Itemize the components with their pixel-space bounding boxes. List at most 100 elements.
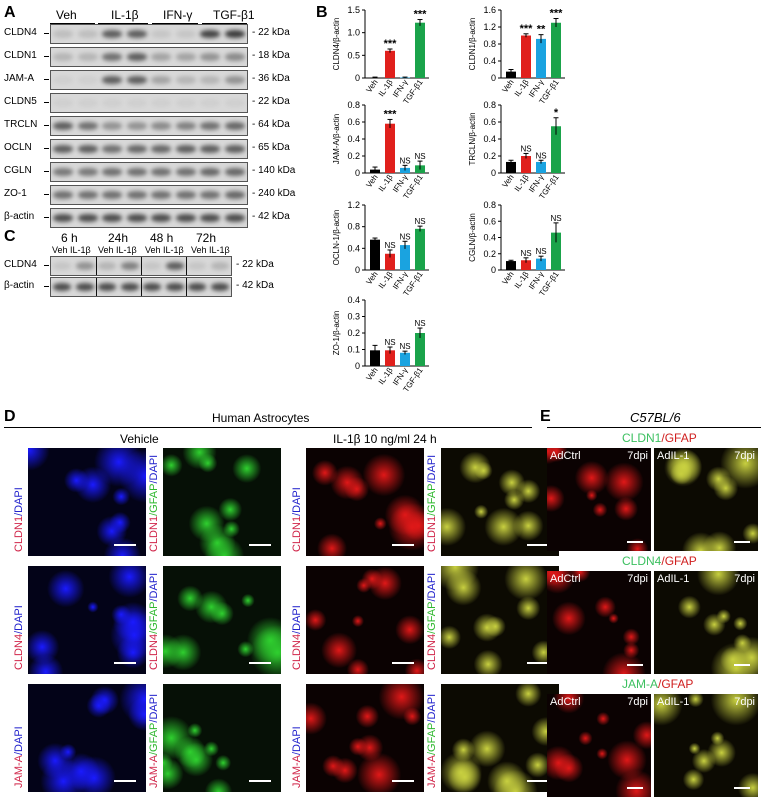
blot-kda: - 18 kDa: [252, 50, 290, 61]
panel-label-b: B: [316, 4, 328, 21]
channel-label-part: CLDN1: [148, 515, 160, 552]
micrograph-panel: [163, 566, 281, 674]
bar: [506, 71, 516, 78]
y-axis-label: ZO-1/β-actin: [332, 311, 341, 356]
scale-bar: [734, 541, 750, 543]
blot-row-label: ZO-1: [4, 188, 27, 199]
blot-label-tick: [44, 265, 49, 266]
y-tick-label: 0.8: [347, 222, 360, 232]
y-axis-label: OCLN-1/β-actin: [332, 210, 341, 266]
blot-band: [200, 122, 221, 130]
significance-label: NS: [535, 151, 546, 160]
significance-label: ***: [414, 9, 428, 21]
bar: [521, 260, 531, 270]
blot-band: [53, 145, 74, 153]
bar-chart: 00.51.01.5CLDN4/β-actinVeh***IL-1βIFN-γ*…: [332, 5, 429, 106]
scale-bar: [249, 780, 271, 782]
blot-divider: [186, 278, 187, 296]
blot-band: [210, 262, 229, 270]
significance-label: NS: [550, 214, 561, 223]
scale-bar: [527, 662, 549, 664]
blot-band: [102, 76, 123, 84]
channel-label-part: /DAPI: [13, 605, 25, 634]
condition-line: [152, 23, 198, 24]
bar: [385, 50, 395, 78]
blot-band: [77, 76, 98, 84]
micrograph-grid-panel-d: CLDN1/DAPI CLDN1/GFAP/DAPI CLDN1/DAPI CLDN1…: [0, 448, 559, 798]
bar-chart: 00.20.40.60.8TRCLN/β-actinVehNSIL-1βNSIF…: [468, 100, 565, 201]
blot-band: [151, 145, 172, 153]
panel-e-group-title: CLDN1/GFAP: [622, 431, 697, 445]
group-label: AdCtrl: [550, 696, 581, 708]
significance-label: ***: [384, 38, 398, 50]
y-tick-label: 0.4: [347, 295, 360, 305]
scale-bar: [527, 544, 549, 546]
y-tick-label: 0.2: [483, 249, 496, 259]
y-tick-label: 0.4: [347, 243, 360, 253]
blot-strip: [50, 208, 248, 228]
marker-label: CLDN4: [622, 554, 662, 568]
blot-band: [53, 122, 74, 130]
scale-bar: [527, 780, 549, 782]
channel-label-part: /DAPI: [13, 487, 25, 516]
blot-label-tick: [44, 56, 49, 57]
blot-kda: - 22 kDa: [252, 96, 290, 107]
significance-label: NS: [399, 342, 410, 351]
blot-band: [126, 145, 147, 153]
y-tick-label: 1.5: [347, 5, 360, 15]
y-tick-label: 0: [491, 265, 496, 275]
micrograph-panel: [28, 566, 146, 674]
channel-label: JAM-A/GFAP/DAPI: [426, 694, 438, 788]
dpi-label: 7dpi: [627, 573, 648, 585]
bar-chart: 00.40.81.21.6CLDN1/β-actinVeh***IL-1β**I…: [468, 5, 565, 106]
significance-label: NS: [384, 241, 395, 250]
significance-label: NS: [520, 144, 531, 153]
blot-kda: - 22 kDa: [236, 259, 274, 270]
blot-band: [175, 122, 196, 130]
channel-label-part: JAM-A: [148, 755, 160, 788]
y-tick-label: 0.2: [347, 328, 360, 338]
in-vivo-micrograph: AdIL-1 7dpi: [654, 448, 758, 551]
bar: [415, 22, 425, 78]
significance-label: NS: [535, 247, 546, 256]
blot-band: [53, 214, 74, 222]
scale-bar: [249, 662, 271, 664]
panel-label-a: A: [4, 4, 16, 21]
channel-label: CLDN1/DAPI: [291, 487, 303, 552]
blot-band: [224, 191, 245, 199]
in-vivo-micrograph: AdCtrl 7dpi: [547, 694, 651, 797]
channel-label-part: /GFAP: [148, 601, 160, 634]
condition-line: [202, 23, 247, 24]
blot-band: [151, 168, 172, 176]
in-vivo-micrograph: AdCtrl 7dpi: [547, 571, 651, 674]
blot-label-tick: [44, 102, 49, 103]
blot-strip: [50, 162, 248, 182]
blot-kda: - 42 kDa: [252, 211, 290, 222]
blot-band: [224, 145, 245, 153]
blot-band: [151, 191, 172, 199]
blot-band: [175, 214, 196, 222]
stain-label: /GFAP: [661, 554, 697, 568]
channel-label-part: JAM-A: [291, 755, 303, 788]
blot-band: [75, 283, 94, 291]
blot-band: [120, 283, 139, 291]
dpi-label: 7dpi: [734, 450, 755, 462]
group-label: AdIL-1: [657, 450, 690, 462]
blot-row-label: OCLN: [4, 142, 32, 153]
channel-label-part: /GFAP: [426, 601, 438, 634]
y-tick-label: 1.0: [347, 28, 360, 38]
time-sub-label: Veh IL-1β: [145, 245, 184, 255]
panel-label-c: C: [4, 228, 16, 245]
blot-strip: [50, 116, 248, 136]
blot-band: [200, 214, 221, 222]
marker-label: JAM-A: [622, 677, 658, 691]
stain-label: /GFAP: [661, 431, 697, 445]
bar-charts-panel-b: 00.51.01.5CLDN4/β-actinVeh***IL-1βIFN-γ*…: [332, 5, 429, 394]
channel-label-part: /DAPI: [148, 454, 160, 484]
bar: [551, 22, 561, 78]
blot-band: [77, 145, 98, 153]
blot-band: [200, 76, 221, 84]
blot-band: [151, 122, 172, 130]
group-label: AdCtrl: [550, 450, 581, 462]
channel-label-part: CLDN1: [291, 515, 303, 552]
